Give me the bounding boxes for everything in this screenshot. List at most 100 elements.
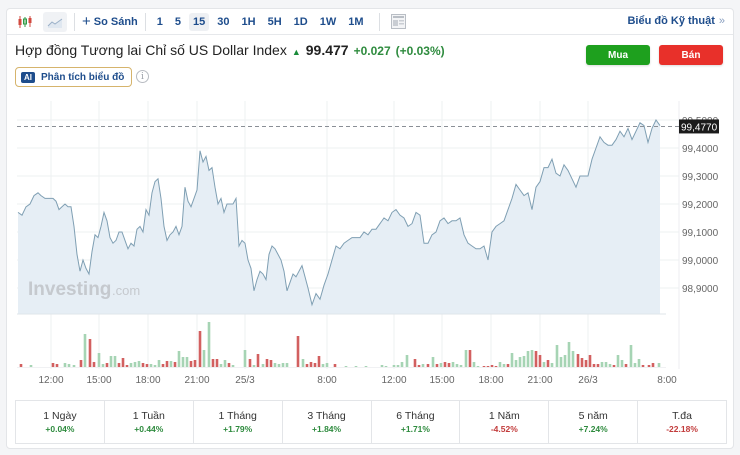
- performance-cell[interactable]: 3 Tháng +1.84%: [283, 401, 372, 443]
- volume-bar: [354, 366, 358, 367]
- volume-bar: [494, 366, 498, 367]
- info-icon[interactable]: i: [136, 70, 149, 83]
- volume-bar: [301, 359, 305, 367]
- x-tick-label: 8:00: [657, 375, 677, 386]
- volume-bar: [269, 360, 273, 367]
- price-change-percent: (+0.03%): [395, 44, 445, 58]
- toolbar-divider: [74, 12, 75, 31]
- timeframe-15[interactable]: 15: [189, 12, 210, 31]
- volume-bar: [651, 363, 655, 367]
- x-tick-label: 21:00: [527, 375, 552, 386]
- volume-bar: [431, 357, 435, 367]
- area-chart-icon: [47, 18, 63, 28]
- volume-bar: [113, 356, 117, 367]
- timeframe-1[interactable]: 1: [156, 15, 163, 28]
- performance-cell[interactable]: 5 năm +7.24%: [549, 401, 639, 443]
- x-tick-label: 12:00: [38, 375, 63, 386]
- volume-bar: [384, 366, 388, 367]
- timeframe-1h[interactable]: 1H: [241, 15, 256, 28]
- volume-bar: [165, 361, 169, 367]
- volume-bar: [633, 363, 637, 367]
- performance-cell[interactable]: 1 Tháng +1.79%: [194, 401, 283, 443]
- volume-bar: [161, 364, 165, 367]
- x-tick-label: 25/3: [235, 375, 255, 386]
- area-chart-button[interactable]: [43, 11, 67, 32]
- timeframe-1w[interactable]: 1W: [319, 15, 337, 28]
- volume-bar: [281, 363, 285, 367]
- volume-bar: [223, 360, 227, 367]
- timeframe-5[interactable]: 5: [174, 15, 182, 28]
- volume-bar: [550, 363, 554, 367]
- volume-bar: [522, 356, 526, 367]
- double-chevron-right-icon: »: [718, 15, 725, 27]
- volume-bar: [145, 364, 149, 367]
- volume-bar: [243, 350, 247, 367]
- volume-bar: [321, 364, 325, 367]
- performance-cell[interactable]: 1 Ngày +0.04%: [16, 401, 105, 443]
- timeframe-5h[interactable]: 5H: [267, 15, 282, 28]
- volume-bar: [620, 360, 624, 367]
- sell-button[interactable]: Bán: [659, 45, 723, 65]
- volume-bar: [567, 342, 571, 367]
- performance-cell[interactable]: 6 Tháng +1.71%: [372, 401, 461, 443]
- volume-bar: [417, 365, 421, 367]
- volume-bar: [125, 365, 129, 367]
- period-change: -4.52%: [490, 424, 518, 434]
- volume-bar: [584, 360, 588, 367]
- technical-chart-link[interactable]: Biểu đồ Kỹ thuật»: [627, 15, 725, 27]
- x-tick-label: 12:00: [381, 375, 406, 386]
- candlestick-chart-button[interactable]: [13, 12, 37, 32]
- volume-bar: [117, 363, 121, 367]
- volume-bar: [555, 345, 559, 367]
- volume-bar: [63, 363, 67, 367]
- period-change: -22.18%: [666, 424, 698, 434]
- performance-cell[interactable]: T.đa -22.18%: [638, 401, 726, 443]
- volume-bar: [455, 364, 459, 367]
- volume-bar: [447, 363, 451, 367]
- volume-bar: [317, 356, 321, 367]
- volume-bar: [476, 366, 480, 367]
- volume-bar: [506, 364, 510, 367]
- volume-bar: [92, 362, 96, 367]
- performance-cell[interactable]: 1 Tuần +0.44%: [105, 401, 194, 443]
- volume-bar: [571, 351, 575, 367]
- price-chart[interactable]: Investing.com99,500099,400099,300099,200…: [7, 9, 735, 399]
- ai-chart-analysis-button[interactable]: AI Phân tích biểu đồ: [15, 67, 133, 87]
- performance-cell[interactable]: 1 Năm -4.52%: [460, 401, 550, 443]
- volume-bar: [189, 361, 193, 367]
- volume-bar: [443, 362, 447, 367]
- volume-bar: [592, 364, 596, 367]
- x-tick-label: 21:00: [184, 375, 209, 386]
- y-tick-label: 98,9000: [682, 284, 719, 295]
- volume-bar: [248, 359, 252, 367]
- timeframe-1d[interactable]: 1D: [293, 15, 308, 28]
- volume-bar: [576, 354, 580, 367]
- volume-bar: [608, 364, 612, 367]
- y-tick-label: 99,3000: [682, 172, 719, 183]
- price-area: [18, 120, 660, 314]
- period-label: 1 Ngày: [43, 410, 77, 422]
- layout-icon: [391, 14, 406, 29]
- period-label: 1 Tuần: [132, 410, 165, 422]
- volume-bar: [325, 363, 329, 367]
- volume-bar: [498, 362, 502, 367]
- volume-bar: [514, 360, 518, 367]
- period-change: +0.44%: [134, 424, 164, 434]
- volume-bar: [177, 351, 181, 367]
- volume-bar: [647, 365, 651, 367]
- volume-bar: [344, 366, 348, 367]
- volume-bar: [641, 365, 645, 367]
- compare-button[interactable]: + So Sánh: [82, 13, 138, 30]
- volume-bar: [67, 364, 71, 367]
- volume-bar: [426, 364, 430, 367]
- volume-bar: [72, 365, 76, 367]
- performance-table: 1 Ngày +0.04% 1 Tuần +0.44% 1 Tháng +1.79% 3 T…: [15, 400, 727, 444]
- volume-bar: [198, 331, 202, 367]
- timeframe-1m[interactable]: 1M: [348, 15, 364, 28]
- buy-button[interactable]: Mua: [586, 45, 650, 65]
- layout-button[interactable]: [387, 12, 411, 32]
- timeframe-30[interactable]: 30: [217, 15, 230, 28]
- volume-bar: [600, 362, 604, 367]
- y-tick-label: 99,2000: [682, 200, 719, 211]
- volume-bar: [439, 363, 443, 367]
